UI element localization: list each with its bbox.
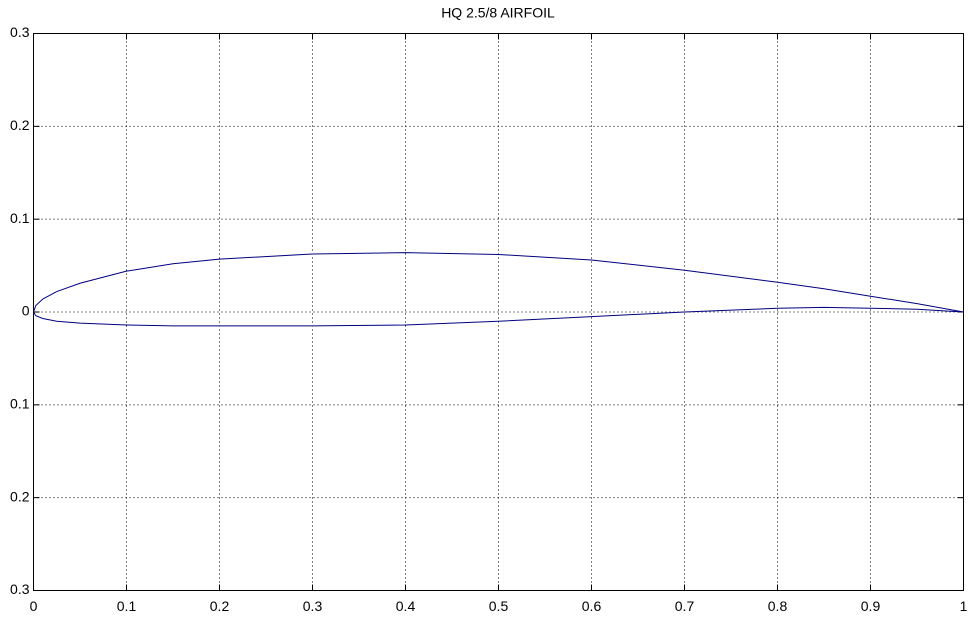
x-tick-label: 0.9: [861, 598, 881, 614]
y-tick-label: 0.3: [10, 581, 30, 597]
x-tick-label: 0.1: [117, 598, 137, 614]
airfoil-line: [33, 252, 964, 313]
x-tick-label: 0.4: [396, 598, 416, 614]
x-tick-label: 0.7: [675, 598, 695, 614]
y-tick-label: 0.1: [10, 210, 30, 226]
y-tick-label: 0.2: [10, 117, 30, 133]
x-tick-label: 0.3: [303, 598, 323, 614]
x-tick-label: 0.6: [582, 598, 602, 614]
x-tick-label: 0: [30, 598, 38, 614]
x-tick-label: 0.5: [489, 598, 509, 614]
x-tick-label: 0.2: [210, 598, 230, 614]
y-tick-label: 0.3: [10, 24, 30, 40]
y-tick-label: 0.2: [10, 488, 30, 504]
airfoil-line: [33, 306, 964, 327]
y-tick-label: 0.1: [10, 396, 30, 412]
x-tick-label: 0.8: [768, 598, 788, 614]
x-tick-label: 1: [960, 598, 968, 614]
y-tick-label: 0: [22, 303, 30, 319]
chart-title: HQ 2.5/8 AIRFOIL: [441, 5, 555, 21]
